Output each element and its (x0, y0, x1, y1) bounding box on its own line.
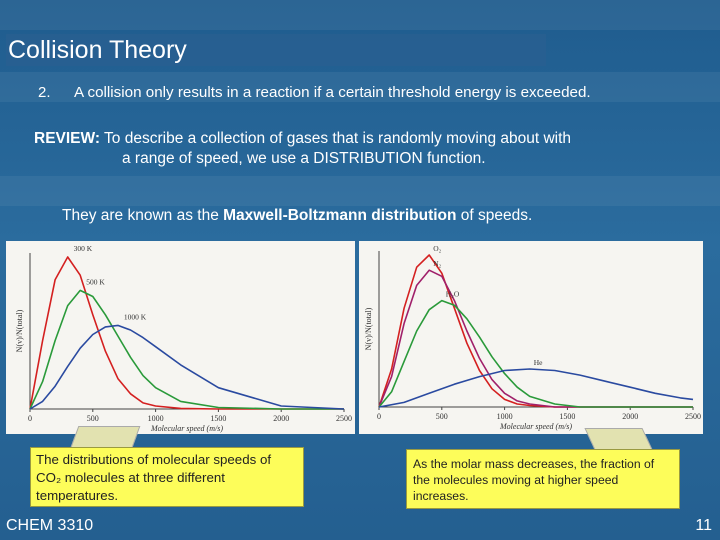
point-number: 2. (38, 84, 51, 101)
x-tick-label: 500 (436, 412, 448, 421)
mb-bold: Maxwell-Boltzmann distribution (223, 207, 457, 224)
series-line (29, 289, 344, 410)
series-label: H₂O (446, 290, 460, 299)
series-label: 500 K (86, 277, 105, 286)
series-label: N₂ (433, 259, 441, 268)
callout-right: As the molar mass decreases, the fractio… (406, 449, 680, 509)
x-axis-label: Molecular speed (m/s) (499, 422, 572, 431)
series-line (378, 368, 694, 408)
x-tick-label: 0 (377, 412, 381, 421)
series-label: 300 K (74, 244, 93, 253)
review-line-1: REVIEW: To describe a collection of gase… (34, 130, 571, 148)
series-line (378, 299, 693, 408)
background-band (0, 72, 720, 102)
review-label: REVIEW: (34, 130, 101, 147)
series-line (378, 269, 693, 408)
x-tick-label: 1000 (148, 414, 164, 423)
chart-panel-temperature: 0 500 1000 1500 2000 2500 Molecular speed (m/s… (6, 241, 355, 434)
x-tick-label: 0 (28, 414, 32, 423)
x-tick-label: 2000 (622, 412, 638, 421)
review-line-2: a range of speed, we use a DISTRIBUTION … (122, 150, 486, 167)
x-axis-label: Molecular speed (m/s) (150, 424, 223, 433)
series-label: He (534, 358, 543, 367)
series-line (29, 324, 345, 410)
background-band (0, 0, 720, 30)
review-text-1: To describe a collection of gases that i… (100, 130, 572, 147)
callout-left: The distributions of molecular speeds of… (30, 447, 304, 507)
point-text: A collision only results in a reaction i… (74, 84, 591, 101)
series-label: 1000 K (124, 312, 147, 321)
series-line (378, 254, 693, 408)
y-axis-label: N(v)/N(total) (364, 307, 373, 350)
x-tick-label: 2000 (273, 414, 289, 423)
x-tick-label: 1500 (559, 412, 575, 421)
slide-title-text: Collision Theory (8, 36, 187, 64)
chart-molar-mass: 0 500 1000 1500 2000 2500 Molecular speed (m/s… (364, 244, 701, 431)
x-tick-label: 500 (87, 414, 99, 423)
maxwell-boltzmann-statement: They are known as the Maxwell-Boltzmann … (62, 207, 532, 225)
chart-panel-molar-mass: 0 500 1000 1500 2000 2500 Molecular speed (m/s… (359, 241, 703, 434)
chart-temperature: 0 500 1000 1500 2000 2500 Molecular speed (m/s… (15, 244, 352, 433)
mb-prefix: They are known as the (62, 207, 224, 224)
footer-course: CHEM 3310 (6, 517, 94, 534)
mb-suffix: of speeds. (456, 207, 533, 224)
background-band (0, 176, 720, 206)
y-axis-label: N(v)/N(total) (15, 309, 24, 352)
x-tick-label: 1500 (210, 414, 226, 423)
x-tick-label: 2500 (336, 414, 352, 423)
series-label: O₂ (433, 244, 441, 253)
x-tick-label: 1000 (497, 412, 513, 421)
series-line (29, 256, 344, 410)
slide-title: Collision Theory (6, 34, 546, 66)
x-tick-label: 2500 (685, 412, 701, 421)
page-number: 11 (695, 517, 712, 534)
